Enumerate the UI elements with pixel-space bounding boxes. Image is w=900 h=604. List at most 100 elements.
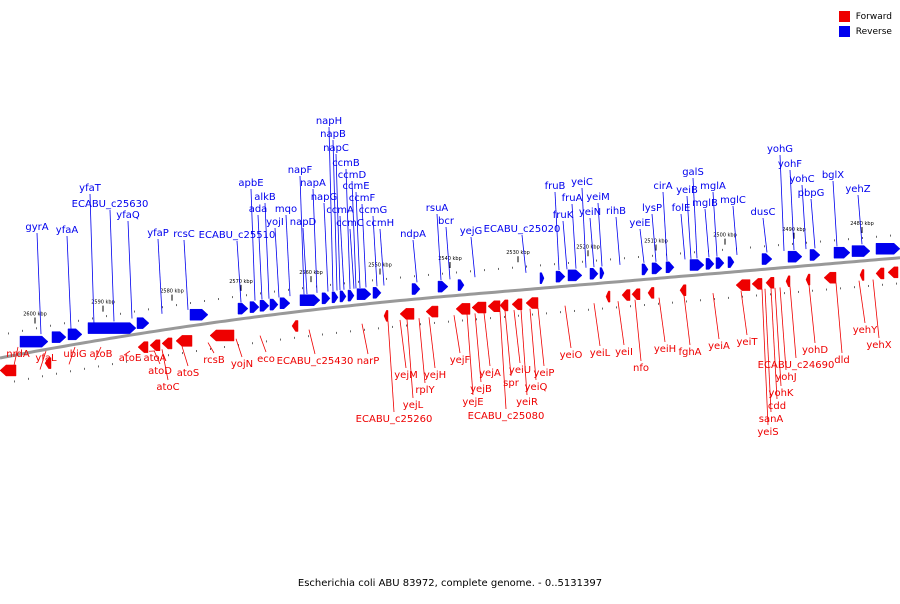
forward-gene-arrow	[648, 287, 654, 298]
forward-gene-arrow	[752, 278, 762, 289]
minor-tick	[8, 332, 9, 334]
legend-swatch-forward	[839, 11, 850, 22]
reverse-gene-label: ccmH	[366, 218, 394, 229]
scale-tick-label: 2560 kbp	[299, 270, 323, 276]
forward-gene-label: narP	[357, 356, 380, 367]
forward-gene-connector	[388, 321, 394, 412]
forward-gene-arrow	[824, 272, 836, 283]
legend-item-reverse: Reverse	[839, 24, 892, 39]
reverse-gene-connector	[616, 217, 620, 265]
forward-gene-connector	[790, 287, 796, 358]
legend-label-reverse: Reverse	[856, 27, 892, 37]
forward-gene-label: yeiL	[590, 348, 611, 359]
forward-gene-arrow	[806, 274, 810, 285]
forward-gene-arrow	[456, 303, 470, 314]
minor-tick	[602, 308, 603, 310]
minor-tick	[568, 262, 569, 264]
reverse-gene-arrow	[876, 243, 900, 254]
minor-tick	[294, 337, 295, 339]
minor-tick	[504, 316, 505, 318]
minor-tick	[288, 289, 289, 291]
reverse-gene-label: mglA	[700, 181, 726, 192]
forward-gene-label: rplY	[415, 385, 435, 396]
minor-tick	[490, 317, 491, 319]
forward-gene-label: spr	[503, 378, 520, 389]
minor-tick	[750, 247, 751, 249]
reverse-gene-arrow	[642, 264, 648, 275]
reverse-gene-arrow	[340, 291, 346, 302]
reverse-gene-label: fruK	[553, 210, 574, 221]
minor-tick	[252, 342, 253, 344]
minor-tick	[280, 339, 281, 341]
scale-tick-label: 2540 kbp	[438, 256, 462, 262]
reverse-gene-arrow	[590, 268, 598, 279]
reverse-gene-arrow	[137, 318, 149, 329]
forward-gene-arrow	[622, 290, 630, 301]
minor-tick	[812, 290, 813, 292]
reverse-gene-label: yeiN	[579, 207, 601, 218]
reverse-gene-label: napA	[300, 178, 326, 189]
reverse-gene-label: ndpA	[400, 229, 426, 240]
forward-gene-label: fghA	[678, 347, 701, 358]
reverse-gene-arrow	[348, 290, 354, 301]
reverse-gene-arrow	[250, 302, 259, 313]
reverse-gene-connector	[350, 229, 354, 289]
reverse-gene-arrow	[728, 257, 734, 268]
reverse-gene-connector	[471, 237, 475, 277]
reverse-gene-label: napD	[290, 217, 317, 228]
reverse-gene-label: dusC	[751, 207, 776, 218]
forward-gene-arrow	[488, 301, 500, 312]
forward-gene-label: yeiP	[534, 368, 555, 379]
forward-gene-label: yejA	[479, 368, 501, 379]
forward-gene-arrow	[472, 302, 486, 313]
reverse-gene-label: ccmC	[336, 218, 364, 229]
minor-tick	[462, 319, 463, 321]
reverse-gene-connector	[572, 204, 576, 269]
reverse-gene-label: yfaA	[56, 225, 79, 236]
minor-tick	[770, 293, 771, 295]
forward-gene-label: yohD	[802, 345, 828, 356]
minor-tick	[218, 298, 219, 300]
reverse-gene-arrow	[52, 332, 66, 343]
reverse-gene-arrow	[300, 295, 320, 306]
reverse-gene-label: yehZ	[845, 184, 870, 195]
forward-gene-label: yejL	[403, 400, 424, 411]
minor-tick	[596, 260, 597, 262]
reverse-gene-arrow	[68, 329, 82, 340]
minor-tick	[546, 312, 547, 314]
minor-tick	[84, 368, 85, 370]
minor-tick	[644, 304, 645, 306]
forward-gene-connector	[713, 293, 719, 339]
minor-tick	[204, 300, 205, 302]
reverse-gene-arrow	[810, 249, 820, 260]
forward-gene-connector	[208, 343, 214, 353]
minor-tick	[162, 306, 163, 308]
reverse-gene-arrow	[834, 247, 850, 258]
minor-tick	[350, 330, 351, 332]
forward-gene-connector	[429, 317, 435, 368]
reverse-gene-label: yohG	[767, 144, 793, 155]
reverse-gene-label: rsuA	[426, 203, 449, 214]
reverse-gene-connector	[37, 233, 41, 334]
reverse-gene-label: mglC	[720, 195, 746, 206]
reverse-gene-arrow	[852, 246, 870, 257]
forward-gene-arrow	[888, 267, 898, 278]
minor-tick	[106, 315, 107, 317]
forward-gene-label: atoC	[156, 382, 179, 393]
reverse-gene-arrow	[568, 270, 582, 281]
minor-tick	[414, 275, 415, 277]
forward-gene-label: atoS	[177, 368, 200, 379]
forward-gene-label: ECABU_c25260	[356, 414, 433, 425]
minor-tick	[834, 239, 835, 241]
minor-tick	[672, 302, 673, 304]
reverse-gene-connector	[67, 236, 71, 329]
minor-tick	[246, 294, 247, 296]
minor-tick	[728, 297, 729, 299]
minor-tick	[756, 295, 757, 297]
forward-gene-arrow	[876, 268, 884, 279]
reverse-gene-arrow	[412, 284, 420, 295]
reverse-gene-arrow	[270, 299, 278, 310]
reverse-gene-arrow	[357, 289, 371, 300]
minor-tick	[372, 279, 373, 281]
minor-tick	[70, 370, 71, 372]
